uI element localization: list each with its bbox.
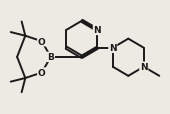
Text: O: O [38, 68, 46, 77]
Text: N: N [109, 44, 117, 53]
Text: N: N [94, 26, 101, 35]
Text: N: N [140, 63, 148, 72]
Text: B: B [47, 53, 54, 62]
Text: O: O [38, 37, 46, 46]
